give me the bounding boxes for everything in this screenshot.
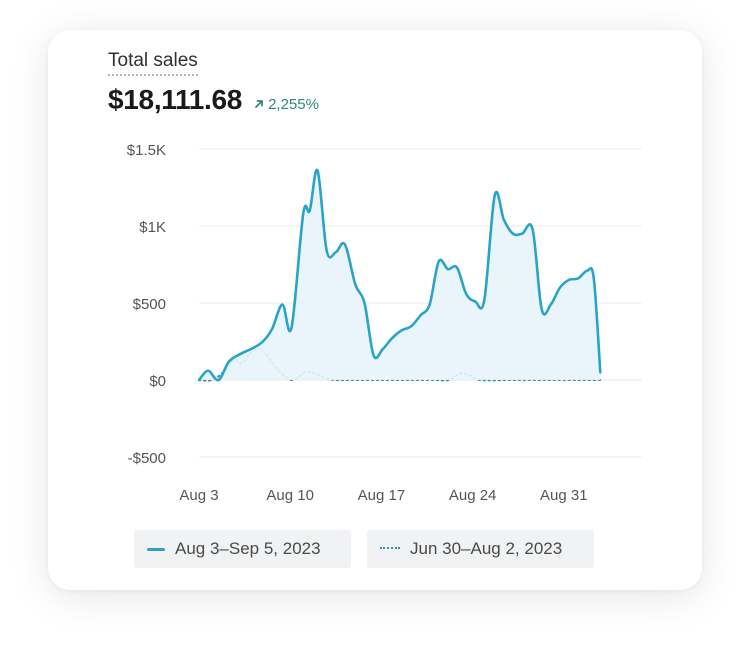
legend-label-previous: Jun 30–Aug 2, 2023 — [410, 539, 563, 558]
x-tick-label: Aug 17 — [358, 487, 406, 504]
change-badge: 2,255% — [254, 96, 319, 113]
series-current-line — [197, 168, 602, 382]
chart-legend: Aug 3–Sep 5, 2023 Jun 30–Aug 2, 2023 — [134, 530, 594, 568]
total-sales-value: $18,111.68 — [108, 84, 243, 115]
card-title[interactable]: Total sales — [108, 50, 198, 76]
y-tick-label: -$500 — [128, 450, 166, 467]
legend-label-current: Aug 3–Sep 5, 2023 — [175, 539, 321, 558]
total-row: $18,111.68 2,255% — [108, 84, 319, 116]
legend-item-previous[interactable]: Jun 30–Aug 2, 2023 — [367, 530, 594, 568]
y-tick-label: $500 — [133, 296, 166, 313]
y-tick-label: $0 — [149, 373, 166, 390]
series-current-area — [199, 169, 601, 381]
arrow-up-right-icon — [255, 100, 263, 108]
x-tick-label: Aug 24 — [449, 487, 497, 504]
legend-item-current[interactable]: Aug 3–Sep 5, 2023 — [134, 530, 351, 568]
legend-solid-line-icon — [147, 547, 165, 551]
y-tick-label: $1.5K — [127, 142, 166, 159]
sales-card: Total sales $18,111.68 2,255% $1.5K $1K $5… — [48, 30, 702, 590]
x-tick-label: Aug 10 — [266, 487, 314, 504]
y-tick-label: $1K — [139, 219, 166, 236]
legend-dotted-line-icon — [380, 546, 400, 552]
change-percent: 2,255% — [268, 95, 319, 113]
sales-line-chart: $1.5K $1K $500 $0 -$500 Aug 3 Aug 10 Aug 17 Aug … — [127, 142, 642, 504]
x-tick-label: Aug 31 — [540, 487, 588, 504]
x-tick-label: Aug 3 — [179, 487, 218, 504]
